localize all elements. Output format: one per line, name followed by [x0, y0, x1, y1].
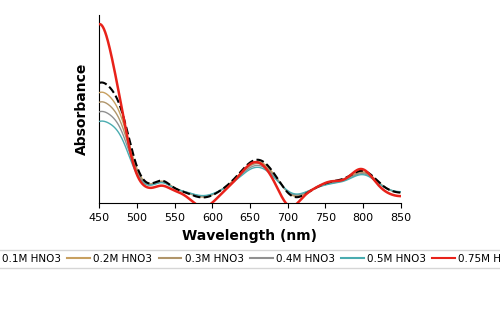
Legend: 0.1M HNO3, 0.2M HNO3, 0.3M HNO3, 0.4M HNO3, 0.5M HNO3, 0.75M HNO3: 0.1M HNO3, 0.2M HNO3, 0.3M HNO3, 0.4M HN…	[0, 250, 500, 268]
X-axis label: Wavelength (nm): Wavelength (nm)	[182, 229, 318, 243]
Y-axis label: Absorbance: Absorbance	[75, 63, 89, 155]
